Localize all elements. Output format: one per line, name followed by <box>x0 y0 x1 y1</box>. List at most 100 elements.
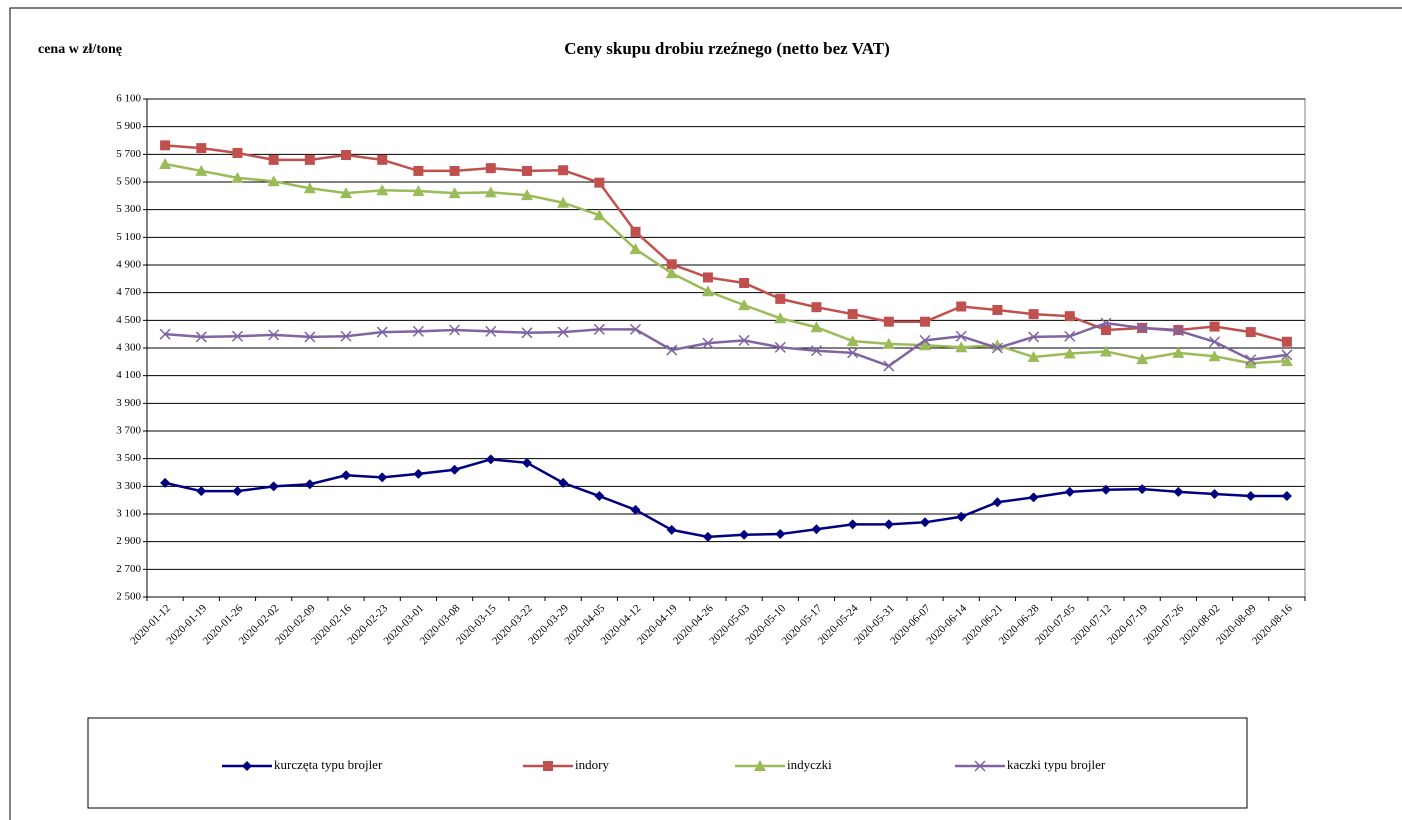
marker <box>956 511 967 522</box>
marker <box>304 479 315 490</box>
marker <box>992 497 1003 508</box>
marker <box>1281 336 1292 347</box>
legend-label: kaczki typu brojler <box>1007 757 1106 772</box>
marker <box>955 330 967 342</box>
marker <box>448 187 461 199</box>
series-line <box>164 144 1288 343</box>
marker <box>232 486 243 497</box>
marker <box>754 760 766 771</box>
marker <box>774 312 787 324</box>
y-tick-label: 3 500 <box>116 452 141 464</box>
marker <box>775 293 786 304</box>
marker <box>413 468 424 479</box>
marker <box>991 342 1003 354</box>
marker <box>1028 309 1039 320</box>
marker <box>242 761 252 771</box>
marker <box>196 143 207 154</box>
marker <box>1064 311 1075 322</box>
marker <box>1136 322 1148 334</box>
marker <box>1064 330 1076 342</box>
marker <box>303 182 316 194</box>
marker <box>159 328 171 340</box>
y-tick-label: 2 500 <box>116 591 141 603</box>
marker <box>1100 484 1111 495</box>
marker <box>1028 331 1040 343</box>
marker <box>1281 491 1292 502</box>
marker <box>774 341 786 353</box>
marker <box>883 519 894 530</box>
marker <box>1099 345 1112 357</box>
marker <box>413 165 424 176</box>
marker <box>232 147 243 158</box>
marker <box>484 186 497 198</box>
marker <box>594 491 605 502</box>
marker <box>1172 346 1185 358</box>
marker <box>702 272 713 283</box>
marker <box>485 163 496 174</box>
marker <box>847 347 859 359</box>
marker <box>883 316 894 327</box>
marker <box>557 196 570 208</box>
series-line <box>164 162 1287 365</box>
marker <box>1245 491 1256 502</box>
marker <box>558 165 569 176</box>
marker <box>739 529 750 540</box>
marker <box>304 331 316 343</box>
marker <box>956 301 967 312</box>
marker <box>268 329 280 341</box>
marker <box>811 524 822 535</box>
marker <box>159 158 172 170</box>
marker <box>1064 486 1075 497</box>
marker <box>1063 347 1076 359</box>
y-tick-label: 4 500 <box>116 314 141 326</box>
marker <box>1209 321 1220 332</box>
marker <box>341 470 352 481</box>
marker <box>268 481 279 492</box>
marker <box>449 324 461 336</box>
marker <box>629 243 642 255</box>
marker <box>992 304 1003 315</box>
marker <box>340 330 352 342</box>
series-line <box>164 458 1287 539</box>
marker <box>883 360 895 372</box>
marker <box>341 150 352 161</box>
marker <box>268 154 279 165</box>
marker <box>665 267 678 279</box>
marker <box>1172 325 1184 337</box>
marker <box>919 339 932 351</box>
marker <box>738 299 751 311</box>
marker <box>543 761 553 771</box>
marker <box>882 337 895 349</box>
marker <box>1136 353 1149 365</box>
marker <box>1244 357 1257 369</box>
y-tick-label: 6 100 <box>116 93 141 105</box>
marker <box>811 302 822 313</box>
y-tick-label: 3 900 <box>116 397 141 409</box>
marker <box>1208 336 1221 348</box>
marker <box>1173 486 1184 497</box>
marker <box>376 184 389 196</box>
marker <box>666 259 677 270</box>
marker <box>630 504 641 515</box>
marker <box>231 330 243 342</box>
marker <box>593 323 605 335</box>
marker <box>702 531 713 542</box>
y-tick-label: 2 700 <box>116 563 141 575</box>
marker <box>449 464 460 475</box>
marker <box>1100 325 1111 336</box>
y-tick-label: 5 900 <box>116 120 141 132</box>
marker <box>377 154 388 165</box>
y-tick-label: 3 300 <box>116 480 141 492</box>
y-tick-label: 5 300 <box>116 203 141 215</box>
marker <box>810 321 823 333</box>
marker <box>195 331 207 343</box>
legend-label: indory <box>575 757 609 772</box>
marker <box>1280 355 1293 367</box>
marker <box>1028 492 1039 503</box>
marker <box>558 477 569 488</box>
marker <box>449 165 460 176</box>
marker <box>160 477 171 488</box>
marker <box>738 334 750 346</box>
marker <box>521 327 533 339</box>
